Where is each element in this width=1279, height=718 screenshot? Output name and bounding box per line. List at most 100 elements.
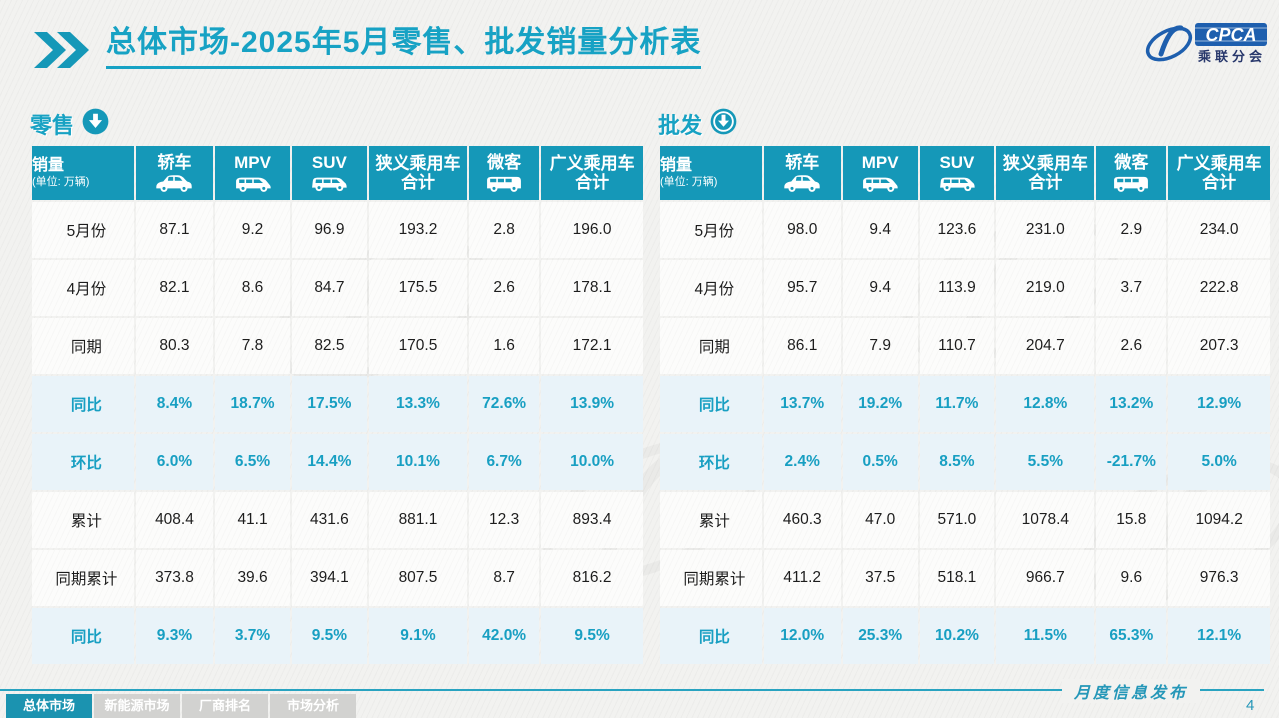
- section-label: 批发: [658, 113, 703, 138]
- column-label: 微客: [487, 152, 522, 172]
- page-title-row: 总体市场-2025年5月零售、批发销量分析表: [32, 24, 702, 75]
- tables-row: 零售 销量 (单位: 万辆) 轿车 MPV SUV 狭义乘用车 合计 微客 广义乘用车 合计 5月份…: [30, 106, 1272, 666]
- column-header: 广义乘用车 合计: [541, 146, 643, 200]
- data-cell: 976.3: [1168, 550, 1270, 606]
- data-cell: 17.5%: [291, 376, 367, 432]
- data-cell: 2.6: [1096, 318, 1167, 374]
- data-cell: 222.8: [1168, 260, 1270, 316]
- column-label-line2: 合计: [400, 173, 435, 192]
- data-cell: 86.1: [763, 318, 841, 374]
- row-label-cell: 累计: [660, 492, 762, 548]
- column-label-line2: 合计: [575, 173, 610, 192]
- page-number: 4: [1246, 697, 1255, 714]
- column-header: SUV: [291, 146, 367, 200]
- data-cell: 5.5%: [996, 434, 1095, 490]
- data-cell: 10.0%: [541, 434, 643, 490]
- data-cell: 9.4: [842, 202, 918, 258]
- download-circle-icon: [710, 108, 737, 140]
- microvan-icon: [1096, 173, 1166, 193]
- row-label-cell: 同期: [660, 318, 762, 374]
- data-cell: 12.8%: [996, 376, 1095, 432]
- table-row: 4月份 82.1 8.6 84.7 175.5 2.6 178.1: [32, 260, 643, 316]
- table-row: 同期累计 373.8 39.6 394.1 807.5 8.7 816.2: [32, 550, 643, 606]
- data-cell: 172.1: [541, 318, 643, 374]
- retail-table: 销量 (单位: 万辆) 轿车 MPV SUV 狭义乘用车 合计 微客 广义乘用车 合计 5月份 87.…: [30, 144, 645, 666]
- table-row: 4月份 95.7 9.4 113.9 219.0 3.7 222.8: [660, 260, 1270, 316]
- data-cell: 881.1: [368, 492, 468, 548]
- suv-icon: [920, 173, 995, 193]
- data-cell: 12.9%: [1168, 376, 1270, 432]
- data-cell: 8.7: [469, 550, 540, 606]
- column-label: 广义乘用车: [1176, 153, 1262, 173]
- column-header: 轿车: [135, 146, 214, 200]
- column-label: 轿车: [785, 152, 820, 172]
- row-label-cell: 同比: [660, 608, 762, 664]
- data-cell: 373.8: [135, 550, 214, 606]
- data-cell: 2.8: [469, 202, 540, 258]
- data-cell: 123.6: [919, 202, 995, 258]
- data-cell: 10.2%: [919, 608, 995, 664]
- data-cell: 9.1%: [368, 608, 468, 664]
- column-label: MPV: [861, 152, 899, 172]
- table-row: 5月份 98.0 9.4 123.6 231.0 2.9 234.0: [660, 202, 1270, 258]
- column-header: MPV: [842, 146, 918, 200]
- data-cell: 9.6: [1096, 550, 1167, 606]
- wholesale-section: 批发 销量 (单位: 万辆) 轿车 MPV SUV 狭义乘用车 合计 微客 广义乘用车 合计 5月份…: [658, 106, 1272, 666]
- data-cell: 234.0: [1168, 202, 1270, 258]
- publish-label: 月度信息发布: [1062, 679, 1201, 703]
- footer-tab[interactable]: 新能源市场: [94, 694, 180, 718]
- column-header: 轿车: [763, 146, 841, 200]
- data-cell: 12.3: [469, 492, 540, 548]
- data-cell: 9.4: [842, 260, 918, 316]
- data-cell: 816.2: [541, 550, 643, 606]
- column-label: MPV: [234, 152, 271, 172]
- data-cell: 8.6: [215, 260, 290, 316]
- data-cell: 3.7%: [215, 608, 290, 664]
- data-cell: 1094.2: [1168, 492, 1270, 548]
- data-cell: 82.1: [135, 260, 214, 316]
- double-chevron-icon: [32, 30, 90, 75]
- row-label-cell: 4月份: [32, 260, 134, 316]
- data-cell: 431.6: [291, 492, 367, 548]
- footer-tab[interactable]: 市场分析: [270, 694, 356, 718]
- sales-volume-header: 销量 (单位: 万辆): [32, 146, 134, 200]
- row-label-cell: 5月份: [660, 202, 762, 258]
- section-label: 零售: [30, 113, 75, 138]
- header-row: 销量 (单位: 万辆) 轿车 MPV SUV 狭义乘用车 合计 微客 广义乘用车 合计: [660, 146, 1270, 200]
- row-label-cell: 同期累计: [32, 550, 134, 606]
- data-cell: 39.6: [215, 550, 290, 606]
- footer-tab[interactable]: 总体市场: [6, 694, 92, 718]
- page-title-bold: 总体市场: [106, 26, 230, 59]
- footer-tab[interactable]: 厂商排名: [182, 694, 268, 718]
- cpca-logo: CPCA 乘联分会: [1141, 14, 1271, 74]
- data-cell: 14.4%: [291, 434, 367, 490]
- wholesale-table: 销量 (单位: 万辆) 轿车 MPV SUV 狭义乘用车 合计 微客 广义乘用车 合计 5月份 98.…: [658, 144, 1272, 666]
- data-cell: 10.1%: [368, 434, 468, 490]
- sedan-icon: [136, 173, 213, 193]
- data-cell: 1078.4: [996, 492, 1095, 548]
- data-cell: 175.5: [368, 260, 468, 316]
- data-cell: 518.1: [919, 550, 995, 606]
- page-title-rest: -2025年5月零售、批发销量分析表: [230, 26, 702, 59]
- data-cell: 13.2%: [1096, 376, 1167, 432]
- table-row: 累计 460.3 47.0 571.0 1078.4 15.8 1094.2: [660, 492, 1270, 548]
- data-cell: 12.0%: [763, 608, 841, 664]
- data-cell: 13.9%: [541, 376, 643, 432]
- column-label: 狭义乘用车: [375, 153, 461, 173]
- data-cell: 96.9: [291, 202, 367, 258]
- data-cell: 6.0%: [135, 434, 214, 490]
- data-cell: 411.2: [763, 550, 841, 606]
- column-label: 微客: [1114, 152, 1149, 172]
- sales-volume-title: 销量: [660, 157, 693, 175]
- footer-tabbar: 总体市场 新能源市场 厂商排名 市场分析: [6, 694, 356, 718]
- data-cell: 178.1: [541, 260, 643, 316]
- sales-volume-unit: (单位: 万辆): [660, 175, 718, 188]
- column-label: SUV: [311, 152, 347, 172]
- sales-volume-unit: (单位: 万辆): [32, 175, 90, 188]
- data-cell: 9.5%: [541, 608, 643, 664]
- mpv-icon: [843, 173, 918, 193]
- row-label-cell: 同比: [32, 376, 134, 432]
- data-cell: 9.3%: [135, 608, 214, 664]
- page-title: 总体市场-2025年5月零售、批发销量分析表: [106, 26, 702, 69]
